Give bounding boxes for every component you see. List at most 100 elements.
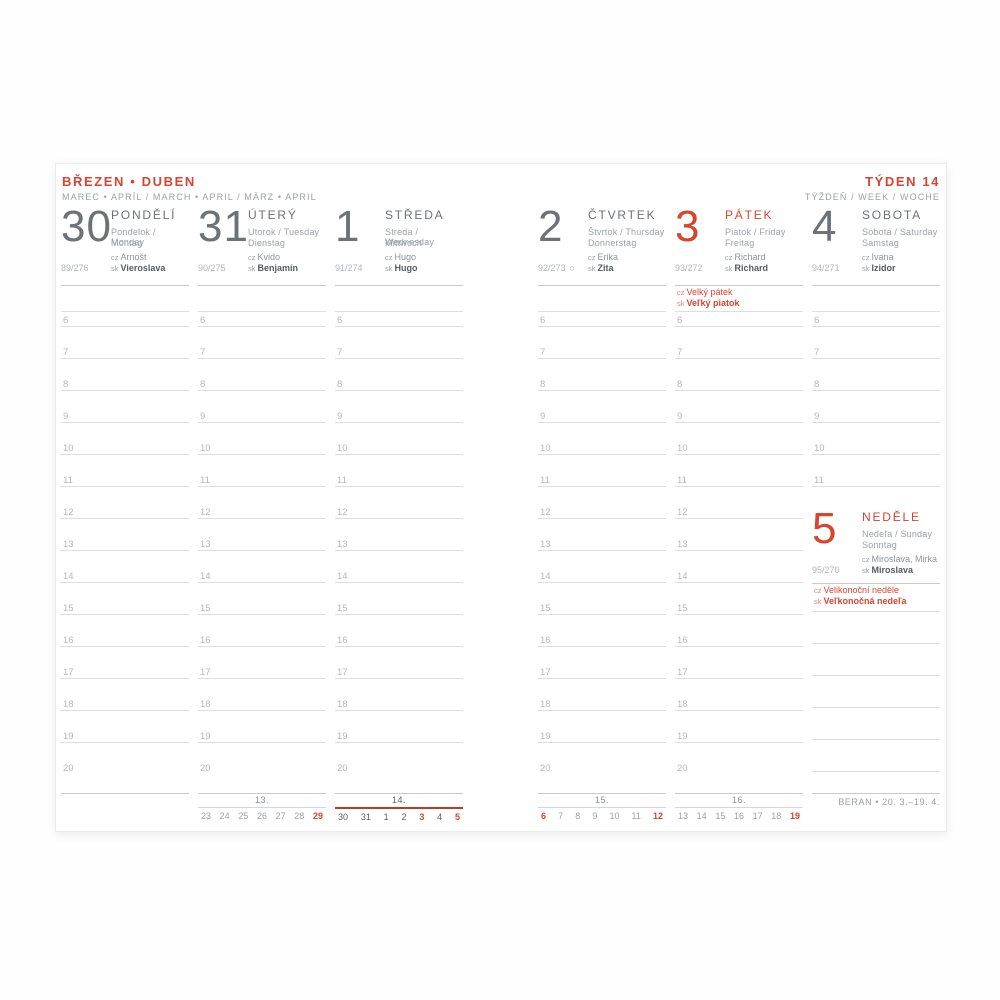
hour-slot-line bbox=[675, 390, 803, 391]
hour-slot-label: 13 bbox=[337, 539, 348, 550]
hour-slot-line bbox=[335, 582, 463, 583]
nameday-cz-prefix: cz bbox=[862, 555, 870, 564]
holiday-note-cz: cz Velký pátek bbox=[677, 287, 733, 297]
hour-slot-label: 6 bbox=[337, 315, 343, 326]
mini-day: 30 bbox=[338, 812, 349, 822]
mini-calendar-week-14: 14. 30 31 1 2 3 4 5 bbox=[335, 795, 463, 822]
hour-slot-15: 15 bbox=[61, 600, 189, 632]
hour-slots: 6 7 8 9 10 11 12 13 14 15 16 17 18 19 20 bbox=[61, 286, 189, 792]
mini-week-label: 13. bbox=[254, 795, 269, 805]
hour-slot-line bbox=[335, 710, 463, 711]
hour-slot-label: 8 bbox=[677, 379, 683, 390]
hour-slot-15: 15 bbox=[675, 600, 803, 632]
hour-slot-18: 18 bbox=[198, 696, 326, 728]
hour-slot-label: 10 bbox=[200, 443, 211, 454]
hour-slot-line bbox=[675, 646, 803, 647]
hour-slot-line bbox=[198, 710, 326, 711]
mini-day: 7 bbox=[558, 811, 564, 821]
note-line-rule bbox=[812, 675, 940, 676]
hour-slot-17: 17 bbox=[538, 664, 666, 696]
hour-slot-line bbox=[198, 678, 326, 679]
holiday-note-sk-prefix: sk bbox=[677, 299, 685, 308]
column-footer-rule bbox=[538, 793, 666, 794]
hour-slot-label: 8 bbox=[200, 379, 206, 390]
hour-slot-label: 11 bbox=[337, 475, 347, 486]
hour-slot-line bbox=[61, 518, 189, 519]
hour-slot-8: 8 bbox=[335, 376, 463, 408]
hour-slot-label: 19 bbox=[337, 731, 348, 742]
mini-day: 8 bbox=[575, 811, 581, 821]
hour-slot-20: 20 bbox=[198, 760, 326, 792]
hour-slot-9: 9 bbox=[335, 408, 463, 440]
day-sub-de: Mittwoch bbox=[385, 238, 423, 248]
hour-slot-17: 17 bbox=[675, 664, 803, 696]
hour-slot-line bbox=[198, 646, 326, 647]
hour-slot-line bbox=[61, 326, 189, 327]
hour-slot-label: 12 bbox=[540, 507, 551, 518]
nameday-sk: sk Vieroslava bbox=[111, 263, 166, 273]
blank-slot bbox=[335, 286, 463, 312]
hour-slot-label: 6 bbox=[200, 315, 206, 326]
hour-slot-label: 18 bbox=[677, 699, 688, 710]
hour-slot-12: 12 bbox=[335, 504, 463, 536]
hour-slot-line bbox=[538, 518, 666, 519]
nameday-cz: cz Ivana bbox=[862, 252, 894, 262]
hour-slot-line bbox=[198, 742, 326, 743]
day-number: 4 bbox=[812, 202, 838, 251]
hour-slot-label: 18 bbox=[63, 699, 74, 710]
hour-slot-label: 8 bbox=[63, 379, 69, 390]
hour-slot-line bbox=[538, 646, 666, 647]
nameday-cz-prefix: cz bbox=[588, 253, 596, 262]
day-sub-sk-en: Pondelok / Monday bbox=[111, 227, 156, 247]
nameday-sk-prefix: sk bbox=[111, 264, 119, 273]
note-line-rule bbox=[812, 707, 940, 708]
mini-day: 10 bbox=[609, 811, 620, 821]
nameday-cz: cz Richard bbox=[725, 252, 766, 262]
nameday-sk-prefix: sk bbox=[588, 264, 596, 273]
sunday-note-line bbox=[812, 612, 940, 644]
hour-slot-label: 6 bbox=[540, 315, 546, 326]
day-sub-sk-en: Sobota / Saturday bbox=[862, 227, 938, 237]
hour-slot-label: 11 bbox=[814, 475, 824, 486]
header-left: BŘEZEN • DUBEN MAREC • APRÍL / MARCH • A… bbox=[62, 174, 317, 202]
nameday-cz-prefix: cz bbox=[385, 253, 393, 262]
hour-slot-line bbox=[538, 742, 666, 743]
hour-slot-label: 18 bbox=[540, 699, 551, 710]
day-number: 2 bbox=[538, 202, 564, 251]
hour-slot-label: 14 bbox=[63, 571, 74, 582]
hour-slot-12: 12 bbox=[538, 504, 666, 536]
hour-slot-9: 9 bbox=[812, 408, 940, 440]
column-footer-rule bbox=[675, 793, 803, 794]
hour-slot-8: 8 bbox=[675, 376, 803, 408]
hour-slots: cz Velký pátek sk Veľký piatok 6 7 8 9 10 11 12 13 1… bbox=[675, 286, 803, 792]
sunday-header-rule bbox=[812, 583, 940, 584]
nameday-sk-prefix: sk bbox=[862, 264, 870, 273]
hour-slot-6: 6 bbox=[198, 312, 326, 344]
hour-slot-label: 8 bbox=[814, 379, 820, 390]
hour-slot-line bbox=[538, 614, 666, 615]
hour-slot-6: 6 bbox=[61, 312, 189, 344]
mini-day: 27 bbox=[275, 811, 286, 821]
hour-slot-line bbox=[198, 454, 326, 455]
mini-week-label: 16. bbox=[731, 795, 746, 805]
hour-slot-line bbox=[675, 678, 803, 679]
hour-slot-8: 8 bbox=[198, 376, 326, 408]
hour-slot-11: 11 bbox=[675, 472, 803, 504]
hour-slot-19: 19 bbox=[61, 728, 189, 760]
hour-slot-13: 13 bbox=[335, 536, 463, 568]
day-sub-de: Freitag bbox=[725, 238, 755, 248]
hour-slot-label: 16 bbox=[540, 635, 551, 646]
hour-slot-label: 10 bbox=[677, 443, 688, 454]
mini-week-label: 15. bbox=[594, 795, 609, 805]
mini-day-row: 23 24 25 26 27 28 29 bbox=[198, 808, 326, 821]
mini-day: 29 bbox=[312, 811, 323, 821]
day-header-rule bbox=[335, 285, 463, 286]
mini-day: 4 bbox=[437, 812, 443, 822]
mini-day-row: 30 31 1 2 3 4 5 bbox=[335, 809, 463, 822]
hour-slot-line bbox=[198, 614, 326, 615]
hour-slot-line bbox=[335, 678, 463, 679]
day-name: PONDĚLÍ bbox=[111, 208, 177, 222]
month-subtitle: MAREC • APRÍL / MARCH • APRIL / MÄRZ • A… bbox=[62, 192, 317, 202]
hour-slot-18: 18 bbox=[335, 696, 463, 728]
hour-slot-line bbox=[61, 550, 189, 551]
